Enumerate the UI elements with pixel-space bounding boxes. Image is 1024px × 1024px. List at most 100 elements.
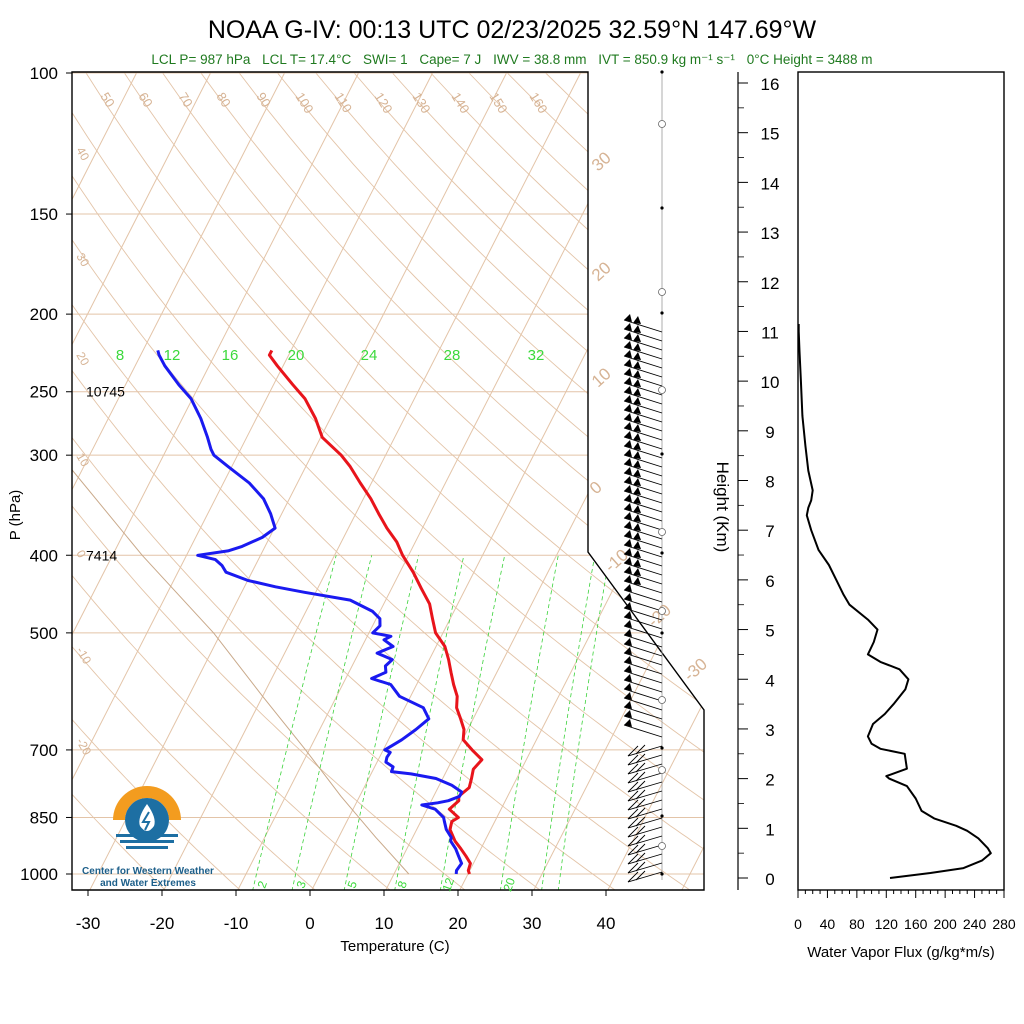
iwv-value: IWV = 38.8 mm bbox=[493, 52, 586, 67]
isotherm-line bbox=[532, 72, 704, 890]
x-tick-label: 10 bbox=[375, 914, 394, 933]
skewt-background-grid bbox=[72, 72, 704, 890]
isotherm-line bbox=[162, 72, 581, 890]
wind-barb bbox=[623, 512, 663, 531]
mixing-ratio-top-label: 32 bbox=[528, 347, 545, 364]
height-tick-label: 2 bbox=[765, 771, 774, 790]
flux-axis-label: Water Vapor Flux (g/kg*m/s) bbox=[807, 944, 995, 961]
dry-adiabat-line bbox=[124, 72, 704, 890]
barb-dot bbox=[660, 452, 664, 456]
dry-adiabat-line bbox=[162, 72, 704, 890]
barb-dot bbox=[660, 872, 664, 876]
barb-dot bbox=[660, 206, 664, 210]
mixing-ratio-line bbox=[499, 555, 559, 890]
calm-wind-circle bbox=[658, 607, 666, 615]
dry-adiabat-label: 80 bbox=[213, 90, 233, 110]
height-tick-label: 6 bbox=[765, 572, 774, 591]
height-tick-label: 13 bbox=[761, 224, 780, 243]
mixing-ratio-line bbox=[252, 555, 337, 890]
y-tick-label: 250 bbox=[30, 383, 58, 402]
isotherm-line bbox=[606, 72, 704, 890]
wind-barb bbox=[627, 870, 663, 883]
wind-barb bbox=[623, 314, 663, 333]
wind-barb bbox=[627, 771, 663, 784]
dry-adiabat-line bbox=[72, 72, 704, 890]
wind-barb bbox=[623, 566, 663, 585]
geopotential-height-label: 7414 bbox=[86, 547, 117, 563]
parcel-path-line bbox=[72, 354, 410, 875]
wind-barb bbox=[623, 683, 663, 702]
wind-barb bbox=[627, 798, 663, 811]
wind-barbs bbox=[623, 70, 666, 883]
barb-dot bbox=[660, 746, 664, 750]
mixing-ratio-bottom-label: 5 bbox=[345, 879, 361, 890]
wind-barb bbox=[623, 494, 663, 513]
x-tick-label: 0 bbox=[305, 914, 314, 933]
ivt-value: IVT = 850.9 kg m⁻¹ s⁻¹ bbox=[598, 52, 735, 67]
wind-barb bbox=[623, 629, 663, 648]
mixing-ratio-bottom-label: 20 bbox=[500, 876, 518, 894]
wind-barb bbox=[623, 530, 663, 549]
height-tick-label: 15 bbox=[761, 125, 780, 144]
barb-dot bbox=[660, 631, 664, 635]
wind-barb bbox=[623, 476, 663, 495]
mixing-ratio-line bbox=[291, 555, 373, 890]
wind-barb bbox=[623, 422, 663, 441]
theta-edge-label: 40 bbox=[73, 145, 92, 164]
dry-adiabat-line bbox=[72, 72, 692, 890]
calm-wind-circle bbox=[658, 288, 666, 296]
wind-barb bbox=[623, 440, 663, 459]
wind-barb bbox=[623, 467, 663, 486]
wind-barb bbox=[623, 368, 663, 387]
flux-tick-label: 280 bbox=[992, 916, 1016, 932]
wind-barb bbox=[623, 350, 663, 369]
dry-adiabat-line bbox=[72, 72, 704, 890]
x-axis-label: Temperature (C) bbox=[340, 938, 449, 955]
mixing-ratio-bottom-label: 3 bbox=[294, 879, 310, 890]
y-tick-label: 1000 bbox=[20, 865, 58, 884]
mixing-ratio-top-label: 20 bbox=[288, 347, 305, 364]
skewt-series bbox=[156, 349, 484, 875]
wind-barb bbox=[623, 557, 663, 576]
isotherm-line bbox=[72, 72, 211, 890]
mixing-ratio-top-label: 12 bbox=[164, 347, 181, 364]
wind-barb bbox=[627, 753, 663, 766]
y-tick-label: 300 bbox=[30, 446, 58, 465]
wind-barb bbox=[623, 539, 663, 558]
isotherm-line bbox=[72, 72, 433, 890]
wind-barb bbox=[623, 341, 663, 360]
isotherm-label: 0 bbox=[586, 478, 606, 498]
sounding-params: LCL P= 987 hPa LCL T= 17.4°C SWI= 1 Cape… bbox=[151, 52, 872, 67]
mixing-ratio-top-label: 16 bbox=[222, 347, 239, 364]
calm-wind-circle bbox=[658, 528, 666, 536]
mixing-ratio-top-label: 24 bbox=[361, 347, 378, 364]
wind-barb bbox=[623, 638, 663, 657]
wind-barb bbox=[623, 503, 663, 522]
mixing-ratio-line bbox=[394, 555, 465, 890]
y-axis-label: P (hPa) bbox=[7, 490, 24, 541]
dry-adiabat-line bbox=[72, 72, 317, 890]
calm-wind-circle bbox=[658, 120, 666, 128]
dry-adiabat-line bbox=[72, 72, 242, 890]
flux-tick-label: 80 bbox=[849, 916, 865, 932]
y-tick-label: 150 bbox=[30, 205, 58, 224]
dry-adiabat-line bbox=[85, 72, 704, 890]
flux-tick-label: 160 bbox=[904, 916, 928, 932]
x-tick-label: 20 bbox=[449, 914, 468, 933]
height-tick-label: 0 bbox=[765, 870, 774, 889]
wind-barb bbox=[623, 449, 663, 468]
flux-tick-label: 200 bbox=[933, 916, 957, 932]
y-tick-label: 850 bbox=[30, 808, 58, 827]
dry-adiabat-line bbox=[72, 72, 617, 890]
wind-barb bbox=[627, 744, 663, 757]
wind-barb bbox=[623, 521, 663, 540]
calm-wind-circle bbox=[658, 842, 666, 850]
wind-barb bbox=[627, 852, 663, 865]
wind-barb bbox=[623, 620, 663, 639]
isotherm-label: 20 bbox=[588, 258, 615, 285]
height-tick-label: 4 bbox=[765, 671, 774, 690]
dry-adiabat-line bbox=[200, 72, 704, 890]
dry-adiabat-label: 140 bbox=[448, 90, 472, 116]
